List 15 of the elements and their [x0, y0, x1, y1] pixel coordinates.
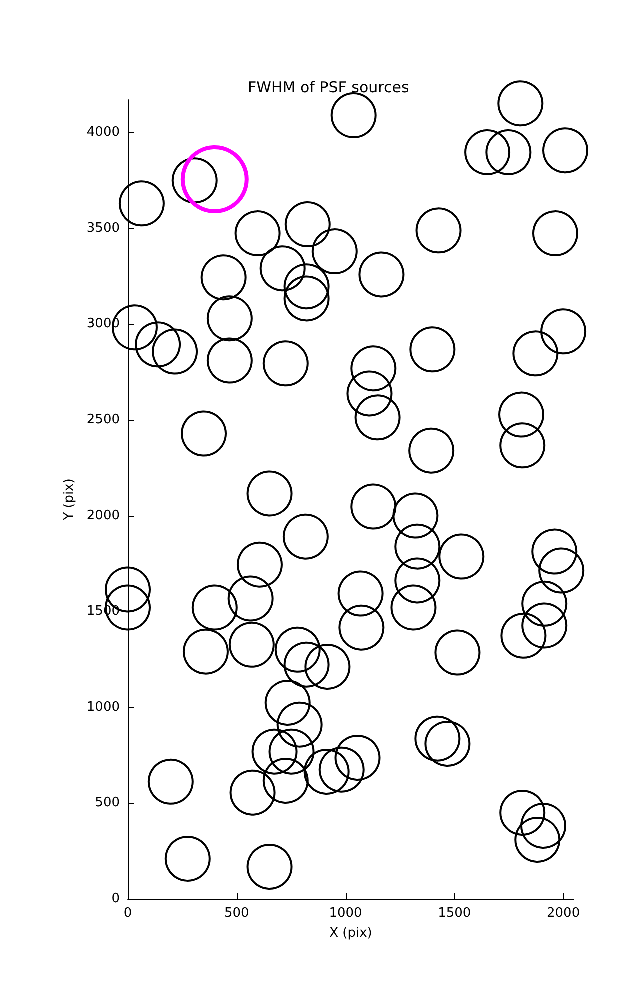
y-tick-label: 500 [95, 796, 120, 811]
x-tick-label: 2000 [547, 906, 580, 921]
y-axis-title: Y (pix) [62, 478, 77, 522]
y-tick-label: 3500 [86, 220, 120, 236]
y-tick-label: 2000 [86, 508, 120, 524]
x-tick-label: 1000 [329, 906, 362, 921]
y-tick-label: 4000 [86, 125, 120, 140]
y-tick-label: 2500 [86, 412, 120, 428]
y-tick-label: 1000 [86, 700, 120, 715]
x-axis-title: X (pix) [330, 926, 372, 941]
y-tick-label: 0 [112, 892, 120, 906]
chart-title: FWHM of PSF sources [248, 78, 410, 96]
x-tick-label: 500 [224, 906, 250, 921]
x-tick-label: 0 [124, 906, 132, 921]
x-tick-label: 1500 [438, 906, 472, 921]
